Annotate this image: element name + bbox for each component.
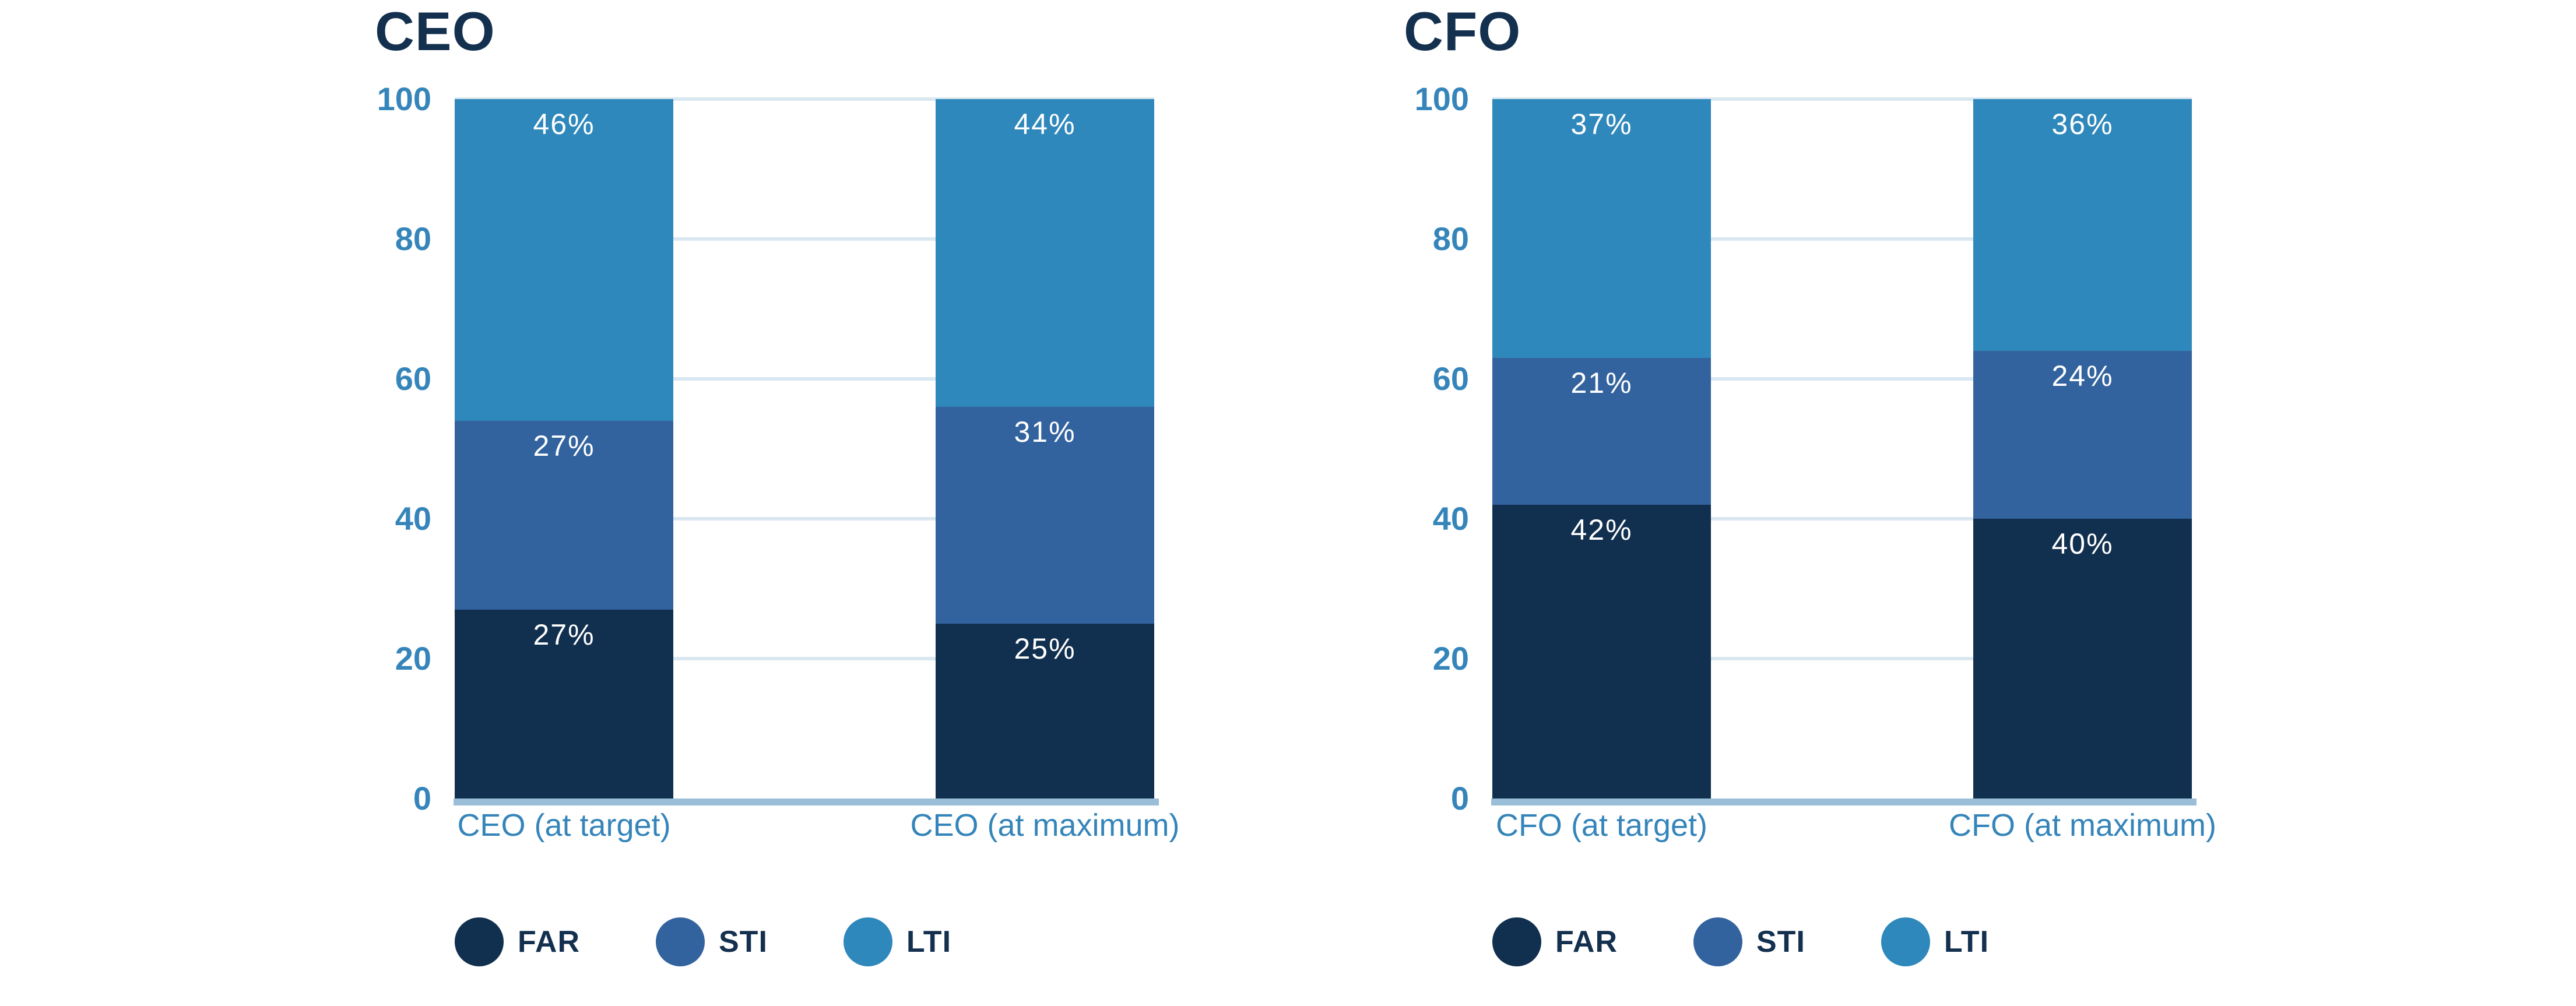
gridline (1492, 657, 2192, 660)
bar-segment-lti: 36% (1973, 99, 2192, 351)
bar-segment-far: 40% (1973, 519, 2192, 799)
legend-item: STI (1693, 917, 1805, 966)
y-axis-tick-label: 100 (377, 80, 431, 117)
x-axis-line (454, 799, 1159, 805)
chart-title: CFO (1404, 1, 1521, 62)
legend-item: FAR (455, 917, 580, 966)
gridline (1492, 517, 2192, 520)
bar-segment-lti: 46% (455, 99, 673, 421)
segment-value-label: 31% (1014, 416, 1076, 448)
legend-swatch-lti (1881, 917, 1930, 966)
bar-segment-lti: 37% (1492, 99, 1711, 358)
legend-label: LTI (906, 925, 952, 959)
y-axis-tick-label: 40 (1432, 500, 1469, 537)
legend-label: STI (719, 925, 768, 959)
x-axis-category-label: CEO (at maximum) (910, 808, 1180, 843)
y-axis-tick-label: 60 (1432, 360, 1469, 397)
gridline (1492, 237, 2192, 241)
segment-value-label: 25% (1014, 632, 1076, 665)
y-axis-tick-label: 80 (395, 220, 431, 257)
legend-item: STI (656, 917, 768, 966)
bar-segment-sti: 31% (936, 407, 1154, 624)
bar-segment-far: 25% (936, 624, 1154, 799)
legend-swatch-sti (1693, 917, 1742, 966)
segment-value-label: 36% (2051, 108, 2114, 140)
legend-swatch-far (455, 917, 504, 966)
chart-title: CEO (375, 1, 495, 62)
gridline (455, 237, 1154, 241)
gridline (455, 517, 1154, 520)
segment-value-label: 21% (1570, 367, 1633, 399)
legend-item: LTI (1881, 917, 1989, 966)
gridline (455, 97, 1154, 101)
segment-value-label: 24% (2051, 360, 2114, 392)
y-axis-tick-label: 40 (395, 500, 431, 537)
legend: FAR STI LTI (1492, 917, 1989, 966)
legend-label: FAR (1555, 925, 1618, 959)
x-axis-category-label: CFO (at target) (1495, 808, 1708, 843)
y-axis-tick-label: 0 (413, 780, 431, 817)
x-axis-category-label: CFO (at maximum) (1949, 808, 2216, 843)
plot-area: 0 20 40 60 80 100 27% 27% 46% 25% 31% 44% (377, 80, 1159, 817)
segment-value-label: 46% (533, 108, 595, 140)
y-axis-tick-label: 20 (1432, 640, 1469, 677)
legend: FAR STI LTI (455, 917, 951, 966)
segment-value-label: 27% (533, 618, 595, 651)
x-axis-line (1491, 799, 2197, 805)
legend-swatch-sti (656, 917, 705, 966)
legend-item: LTI (843, 917, 952, 966)
bar-segment-far: 27% (455, 610, 673, 799)
bar-segment-far: 42% (1492, 505, 1711, 799)
gridline (455, 377, 1154, 381)
legend-label: STI (1756, 925, 1805, 959)
bar-segment-sti: 24% (1973, 351, 2192, 519)
segment-value-label: 37% (1570, 108, 1633, 140)
legend-label: LTI (1944, 925, 1990, 959)
y-axis-tick-label: 20 (395, 640, 431, 677)
bar-segment-sti: 21% (1492, 358, 1711, 505)
legend-item: FAR (1492, 917, 1618, 966)
y-axis-tick-label: 100 (1414, 80, 1469, 117)
legend-swatch-lti (843, 917, 892, 966)
gridline (1492, 377, 2192, 381)
y-axis-tick-label: 80 (1432, 220, 1469, 257)
gridline (455, 657, 1154, 660)
bar-segment-lti: 44% (936, 99, 1154, 407)
segment-value-label: 40% (2051, 527, 2114, 560)
plot-area: 0 20 40 60 80 100 42% 21% 37% 40% 24% 36% (1415, 80, 2197, 817)
y-axis-tick-label: 0 (1450, 780, 1469, 817)
segment-value-label: 44% (1014, 108, 1076, 140)
segment-value-label: 27% (533, 430, 595, 462)
gridline (1492, 97, 2192, 101)
legend-swatch-far (1492, 917, 1541, 966)
x-axis-category-label: CEO (at target) (457, 808, 671, 843)
segment-value-label: 42% (1570, 513, 1633, 546)
bar-segment-sti: 27% (455, 421, 673, 610)
y-axis-tick-label: 60 (395, 360, 431, 397)
legend-label: FAR (518, 925, 580, 959)
